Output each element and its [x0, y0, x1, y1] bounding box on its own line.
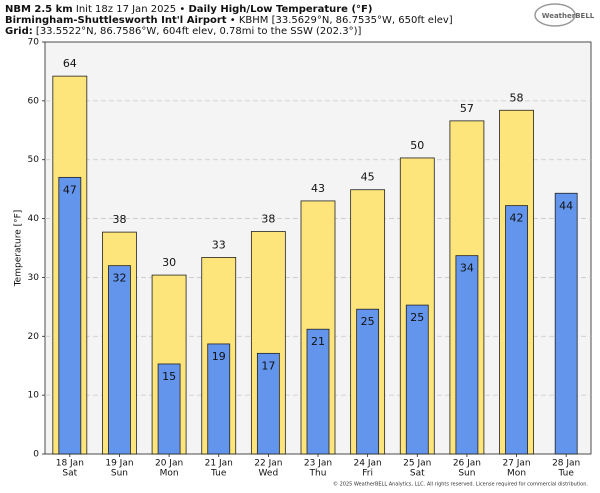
x-tick-weekday: Tue: [557, 469, 574, 479]
x-tick-weekday: Mon: [507, 469, 526, 479]
low-label: 17: [261, 359, 275, 372]
low-bar: [505, 205, 528, 455]
low-bar: [356, 308, 380, 455]
y-tick-label: 70: [28, 38, 40, 48]
grid-label: Grid:: [5, 26, 33, 37]
x-tick-weekday: Sat: [410, 469, 425, 479]
low-bar: [554, 192, 578, 455]
separator: •: [230, 15, 236, 26]
low-label: 15: [162, 370, 176, 383]
low-label: 34: [460, 262, 474, 275]
model: NBM 2.5 km: [5, 4, 73, 15]
logo-swirl: [534, 3, 576, 27]
y-tick-label: 10: [28, 391, 40, 401]
x-tick-weekday: Sat: [62, 469, 77, 479]
x-tick-weekday: Sun: [111, 469, 128, 479]
low-label: 25: [361, 315, 375, 328]
x-tick-label: 22 Jan: [254, 459, 282, 469]
low-label: 19: [212, 350, 226, 363]
low-label: 44: [559, 199, 573, 212]
high-label: 57: [460, 102, 474, 115]
x-tick-weekday: Mon: [160, 469, 179, 479]
high-label: 33: [212, 238, 226, 251]
low-bar: [455, 255, 479, 455]
low-bar: [58, 176, 82, 455]
high-label: 45: [361, 171, 375, 184]
low-bar: [256, 352, 280, 455]
x-tick-label: 20 Jan: [155, 459, 183, 469]
x-tick-label: 18 Jan: [56, 459, 84, 469]
grid-line-info: Grid: [33.5522°N, 86.7586°W, 604ft elev,…: [5, 26, 361, 37]
high-label: 50: [410, 139, 424, 152]
x-tick-label: 27 Jan: [502, 459, 530, 469]
high-label: 58: [510, 91, 524, 104]
y-tick-label: 0: [33, 450, 39, 460]
low-bar: [108, 265, 131, 455]
x-tick-weekday: Wed: [259, 469, 279, 479]
x-tick-weekday: Sun: [458, 469, 475, 479]
station-line: Birmingham-Shuttlesworth Int'l Airport •…: [5, 15, 453, 26]
x-tick-label: 23 Jan: [304, 459, 332, 469]
low-bar: [207, 343, 231, 455]
x-tick-weekday: Thu: [309, 469, 327, 479]
y-tick-label: 60: [28, 96, 40, 106]
x-tick-label: 28 Jan: [552, 459, 580, 469]
x-tick-label: 25 Jan: [403, 459, 431, 469]
header-line: NBM 2.5 km Init 18z 17 Jan 2025 • Daily …: [5, 4, 372, 15]
x-tick-label: 24 Jan: [354, 459, 382, 469]
low-label: 21: [311, 335, 325, 348]
station-detail: KBHM [33.5629°N, 86.7535°W, 650ft elev]: [239, 15, 453, 26]
high-label: 38: [112, 213, 126, 226]
low-bar: [405, 304, 429, 455]
low-label: 42: [510, 212, 524, 225]
x-tick-weekday: Fri: [362, 469, 373, 479]
low-label: 47: [63, 183, 77, 196]
high-label: 43: [311, 182, 325, 195]
station: Birmingham-Shuttlesworth Int'l Airport: [5, 15, 227, 26]
low-label: 25: [410, 311, 424, 324]
high-label: 30: [162, 256, 176, 269]
y-axis-label: Temperature [°F]: [14, 210, 24, 288]
low-bar: [157, 363, 181, 455]
x-tick-label: 21 Jan: [205, 459, 233, 469]
grid-detail: [33.5522°N, 86.7586°W, 604ft elev, 0.78m…: [36, 26, 362, 37]
y-tick-label: 30: [28, 273, 40, 283]
high-label: 38: [261, 213, 275, 226]
y-tick-label: 50: [28, 155, 40, 165]
low-bar: [306, 328, 330, 455]
product: Daily High/Low Temperature (°F): [188, 4, 372, 15]
high-label: 64: [63, 57, 77, 70]
y-tick-label: 40: [28, 214, 40, 224]
low-label: 32: [112, 272, 126, 285]
x-tick-label: 26 Jan: [453, 459, 481, 469]
separator: •: [179, 4, 185, 15]
logo: WeatherBELL: [542, 12, 595, 20]
x-tick-label: 19 Jan: [105, 459, 133, 469]
init: Init 18z 17 Jan 2025: [76, 4, 176, 15]
x-tick-weekday: Tue: [210, 469, 227, 479]
y-tick-label: 20: [28, 332, 40, 342]
footer: © 2025 WeatherBELL Analytics, LLC. All r…: [333, 481, 588, 488]
